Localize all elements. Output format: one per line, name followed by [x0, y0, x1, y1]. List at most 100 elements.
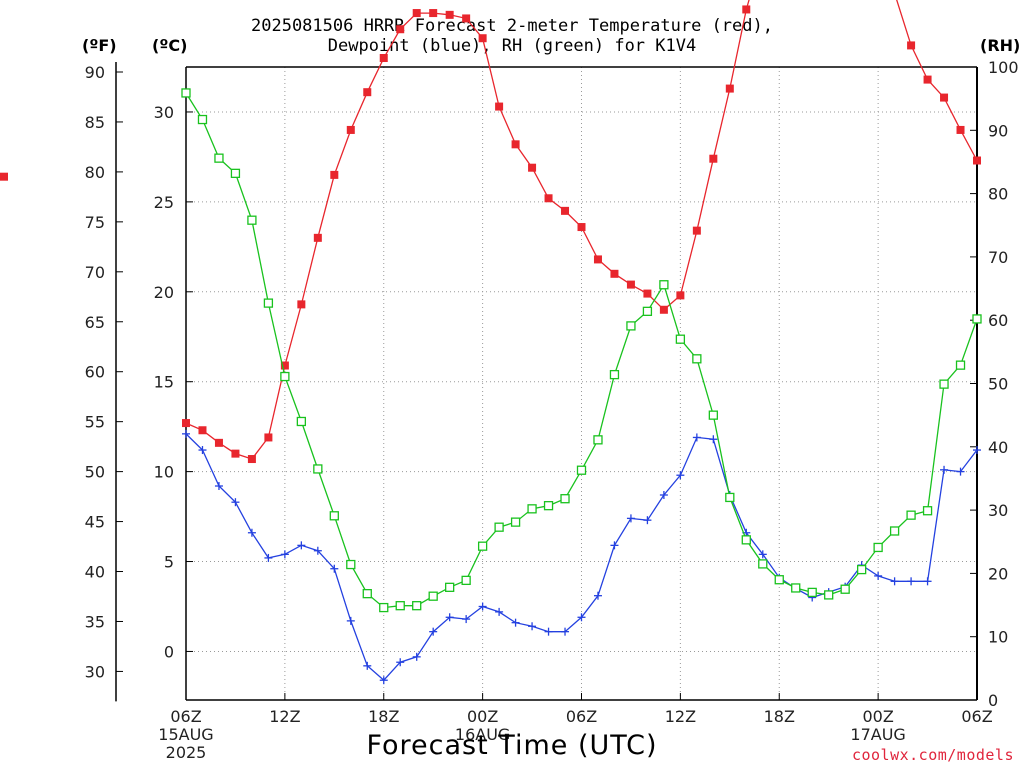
dewpoint-marker	[758, 550, 767, 559]
rh-marker	[840, 584, 850, 594]
dewpoint-marker	[462, 615, 471, 624]
rh-tick-label: 70	[988, 248, 1008, 267]
temperature-marker	[709, 154, 718, 163]
temperature-marker	[544, 194, 553, 203]
x-tick-label: 06Z	[961, 707, 992, 726]
dewpoint-marker	[676, 471, 685, 480]
rh-marker	[313, 464, 323, 474]
rh-marker	[296, 416, 307, 427]
temperature-marker	[412, 9, 421, 18]
dewpoint-marker	[709, 435, 718, 444]
rh-axis-label: (RH)	[980, 36, 1021, 55]
celsius-tick-label: 5	[164, 553, 174, 572]
rh-marker	[659, 280, 669, 290]
dewpoint-marker	[445, 613, 454, 622]
fahrenheit-tick-label: 60	[85, 363, 105, 382]
rh-marker	[791, 583, 801, 593]
temperature-marker	[610, 269, 619, 278]
rh-tick-label: 90	[988, 121, 1008, 140]
rh-marker	[939, 379, 949, 389]
rh-tick-label: 20	[988, 564, 1008, 583]
x-tick-label: 12Z	[665, 707, 696, 726]
rh-marker	[873, 542, 883, 553]
dewpoint-marker	[544, 627, 553, 636]
celsius-tick-label: 25	[154, 193, 174, 212]
x-tick-label: 06Z	[170, 707, 201, 726]
axes: 3035404550556065707580859005101520253001…	[85, 58, 1019, 762]
rh-tick-label: 50	[988, 375, 1008, 394]
fahrenheit-tick-label: 65	[85, 313, 105, 332]
temperature-marker	[214, 438, 223, 447]
rh-marker	[412, 601, 422, 611]
temperature-marker	[182, 419, 190, 428]
rh-marker	[461, 575, 471, 586]
credit-link[interactable]: coolwx.com/models	[851, 746, 1014, 764]
temperature-marker	[528, 163, 537, 172]
x-tick-label: 12Z	[269, 707, 300, 726]
dewpoint-marker	[626, 514, 635, 523]
temperature-marker	[363, 88, 372, 97]
rh-marker	[329, 511, 339, 521]
dewpoint-marker	[247, 528, 256, 537]
temperature-marker	[725, 84, 734, 93]
celsius-tick-label: 0	[164, 642, 174, 661]
rh-marker	[510, 517, 521, 527]
rh-marker	[197, 114, 208, 125]
rh-tick-label: 60	[988, 311, 1008, 330]
rh-marker	[395, 601, 405, 611]
rh-marker	[445, 582, 455, 592]
temperature-marker	[462, 14, 471, 23]
rh-marker	[708, 410, 718, 420]
dewpoint-marker	[923, 577, 932, 586]
x-tick-label: 15AUG	[158, 725, 213, 744]
rh-marker	[906, 510, 916, 520]
dewpoint-marker	[182, 429, 190, 438]
temperature-marker	[247, 455, 256, 464]
celsius-axis-label: (ºC)	[152, 36, 188, 55]
chart-title-line-2: Dewpoint (blue), RH (green) for K1V4	[327, 36, 697, 56]
x-tick-label: 00Z	[862, 707, 893, 726]
rh-marker	[972, 314, 982, 324]
rh-tick-label: 0	[988, 691, 998, 710]
fahrenheit-tick-label: 75	[85, 213, 105, 232]
temperature-marker	[593, 255, 602, 264]
rh-marker	[593, 435, 603, 445]
rh-marker	[807, 587, 817, 598]
rh-marker	[758, 559, 768, 569]
dewpoint-marker	[561, 627, 570, 636]
temperature-marker	[956, 125, 965, 134]
dewpoint-marker	[973, 446, 981, 455]
rh-marker	[543, 501, 554, 511]
rh-marker	[362, 589, 372, 599]
dewpoint-marker	[956, 467, 965, 476]
x-tick-label: 2025	[166, 743, 207, 762]
dewpoint-marker	[577, 613, 586, 622]
celsius-tick-label: 30	[154, 103, 174, 122]
chart-title-line-1: 2025081506 HRRR Forecast 2-meter Tempera…	[251, 16, 773, 36]
dewpoint-marker	[214, 482, 223, 491]
temperature-marker	[907, 41, 916, 50]
fahrenheit-tick-label: 30	[85, 662, 105, 681]
dewpoint-marker	[890, 577, 899, 586]
rh-tick-label: 10	[988, 628, 1008, 647]
rh-line	[185, 92, 978, 609]
dewpoint-marker	[528, 622, 537, 631]
temperature-marker	[643, 289, 652, 298]
fahrenheit-tick-label: 85	[85, 113, 105, 132]
temperature-marker	[478, 34, 487, 43]
rh-marker	[675, 334, 686, 344]
rh-marker	[280, 371, 290, 382]
dewpoint-marker	[379, 676, 388, 685]
dewpoint-marker	[412, 652, 421, 661]
temperature-marker	[495, 102, 504, 111]
temperature-marker	[198, 426, 207, 435]
temperature-marker	[577, 223, 586, 232]
gridlines	[185, 67, 978, 700]
rh-marker	[477, 541, 488, 551]
series-group	[0, 0, 982, 685]
dewpoint-marker	[478, 602, 487, 611]
dewpoint-marker	[659, 490, 668, 499]
dewpoint-marker	[429, 627, 438, 636]
rh-marker	[428, 591, 438, 601]
fahrenheit-tick-label: 80	[85, 163, 105, 182]
